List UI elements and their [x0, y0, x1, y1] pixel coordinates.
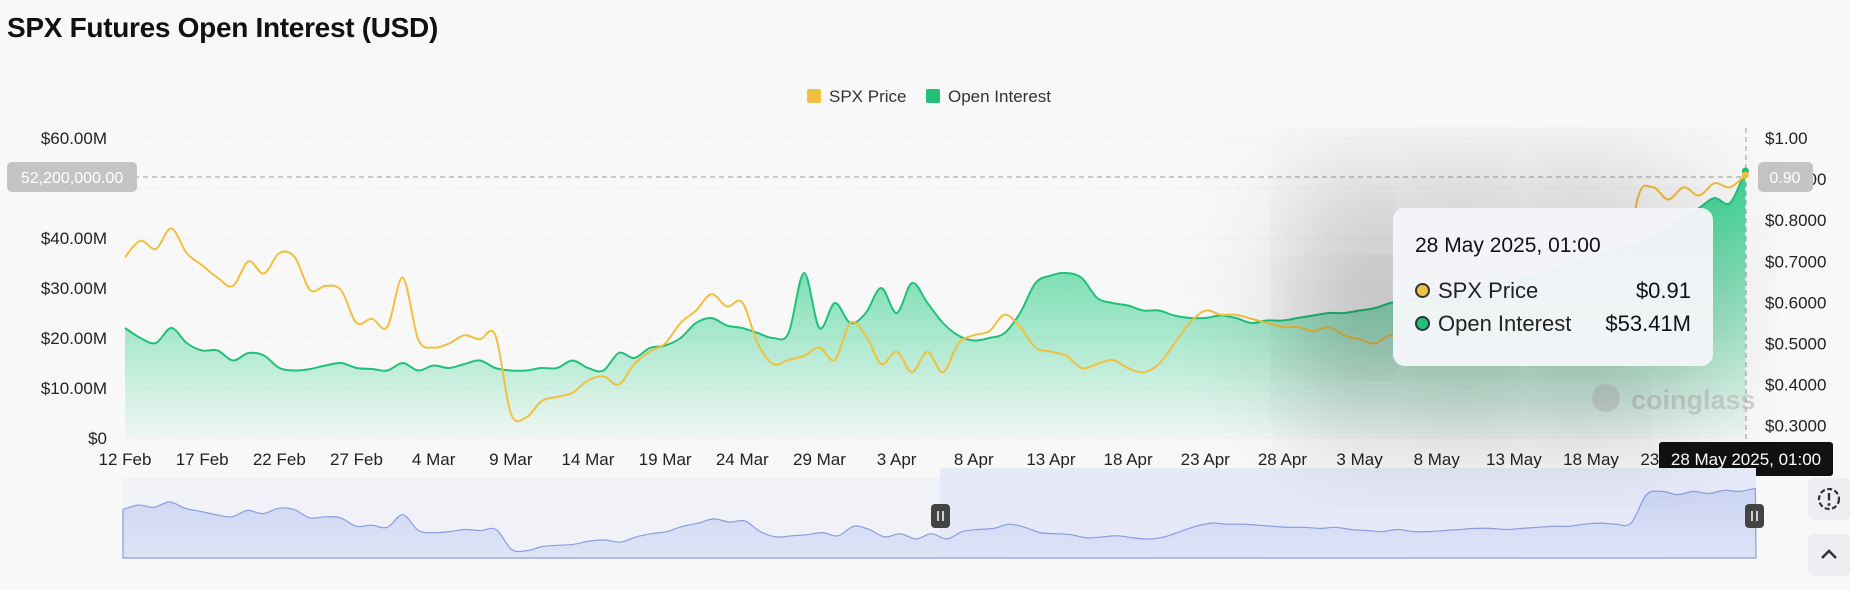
tooltip-dot-spx-price	[1415, 283, 1430, 298]
x-tick-label: 12 Feb	[99, 450, 152, 469]
x-tick-label: 22 Feb	[253, 450, 306, 469]
y-right-tick-label: $0.6000	[1765, 293, 1826, 312]
tooltip-row-open-interest: Open Interest $53.41M	[1415, 307, 1691, 340]
y-left-tick-label: $10.00M	[41, 379, 107, 398]
watermark-text: coinglass	[1631, 385, 1756, 415]
crosshair-right-value: 0.90	[1769, 170, 1800, 187]
y-left-tick-label: $30.00M	[41, 279, 107, 298]
alert-gear-icon	[1817, 487, 1841, 511]
x-tick-label: 8 May	[1414, 450, 1461, 469]
y-left-tick-label: $0	[88, 429, 107, 448]
feedback-button[interactable]	[1808, 478, 1850, 520]
legend[interactable]: SPX Price Open Interest	[807, 87, 1051, 106]
y-axis-left: $0 $10.00M $20.00M $30.00M $40.00M $60.00M	[41, 129, 107, 448]
y-right-tick-label: $0.7000	[1765, 252, 1826, 271]
watermark: coinglass	[1592, 384, 1756, 415]
x-tick-label: 14 Mar	[562, 450, 615, 469]
chevron-up-icon	[1821, 549, 1837, 559]
page-title: SPX Futures Open Interest (USD)	[7, 12, 438, 43]
crosshair-bottom-value: 28 May 2025, 01:00	[1671, 450, 1821, 469]
tooltip-dot-open-interest	[1415, 316, 1430, 331]
x-tick-label: 8 Apr	[954, 450, 994, 469]
x-tick-label: 9 Mar	[489, 450, 533, 469]
x-tick-label: 23 Apr	[1181, 450, 1230, 469]
legend-item-open-interest[interactable]: Open Interest	[926, 87, 1051, 106]
x-tick-label: 18 May	[1563, 450, 1619, 469]
x-tick-label: 13 May	[1486, 450, 1542, 469]
x-axis: 12 Feb 17 Feb 22 Feb 27 Feb 4 Mar 9 Mar 14 Mar…	[99, 450, 1697, 469]
y-right-tick-label: $1.00	[1765, 129, 1808, 148]
tooltip-name-open-interest: Open Interest	[1438, 310, 1572, 336]
x-tick-label: 17 Feb	[176, 450, 229, 469]
legend-label-open-interest: Open Interest	[948, 87, 1051, 106]
crosshair-left-value: 52,200,000.00	[21, 170, 123, 187]
tooltip-row-spx-price: SPX Price $0.91	[1415, 274, 1691, 307]
y-left-tick-label: $60.00M	[41, 129, 107, 148]
x-tick-label: 19 Mar	[639, 450, 692, 469]
coinglass-logo-icon	[1592, 384, 1620, 412]
legend-item-spx-price[interactable]: SPX Price	[807, 87, 906, 106]
navigator-series	[122, 487, 1757, 559]
legend-swatch-open-interest	[926, 89, 940, 103]
scroll-top-button[interactable]	[1808, 534, 1850, 576]
range-navigator[interactable]	[122, 468, 1764, 559]
tooltip-value-spx-price: $0.91	[1635, 277, 1691, 303]
x-tick-label: 28 Apr	[1258, 450, 1307, 469]
tooltip-value-open-interest: $53.41M	[1605, 310, 1691, 336]
x-tick-label: 13 Apr	[1026, 450, 1075, 469]
open-interest-area	[125, 171, 1746, 438]
legend-label-spx-price: SPX Price	[829, 87, 906, 106]
tooltip-name-spx-price: SPX Price	[1438, 277, 1539, 303]
x-tick-label: 3 May	[1336, 450, 1383, 469]
x-tick-label: 3 Apr	[877, 450, 917, 469]
x-tick-label: 18 Apr	[1104, 450, 1153, 469]
crosshair-bottom-label: 28 May 2025, 01:00	[1659, 442, 1833, 476]
navigator-handle-right[interactable]	[1745, 504, 1764, 528]
navigator-handle-left[interactable]	[931, 504, 950, 528]
legend-swatch-spx-price	[807, 89, 821, 103]
crosshair-left-label: 52,200,000.00	[7, 162, 137, 192]
y-right-tick-label: $0.5000	[1765, 334, 1826, 353]
y-right-tick-label: $0.8000	[1765, 211, 1826, 230]
y-left-tick-label: $40.00M	[41, 229, 107, 248]
tooltip-time: 28 May 2025, 01:00	[1415, 234, 1601, 257]
y-right-tick-label: $0.4000	[1765, 376, 1826, 395]
x-tick-label: 27 Feb	[330, 450, 383, 469]
x-tick-label: 4 Mar	[412, 450, 456, 469]
tooltip: 28 May 2025, 01:00 SPX Price $0.91 Open …	[1393, 208, 1713, 366]
spx-price-point	[1741, 171, 1749, 179]
side-toolbar	[1808, 478, 1850, 590]
x-tick-label: 24 Mar	[716, 450, 769, 469]
crosshair-right-label: 0.90	[1758, 162, 1813, 192]
y-left-tick-label: $20.00M	[41, 329, 107, 348]
y-right-tick-label: $0.3000	[1765, 417, 1826, 436]
x-tick-label: 29 Mar	[793, 450, 846, 469]
